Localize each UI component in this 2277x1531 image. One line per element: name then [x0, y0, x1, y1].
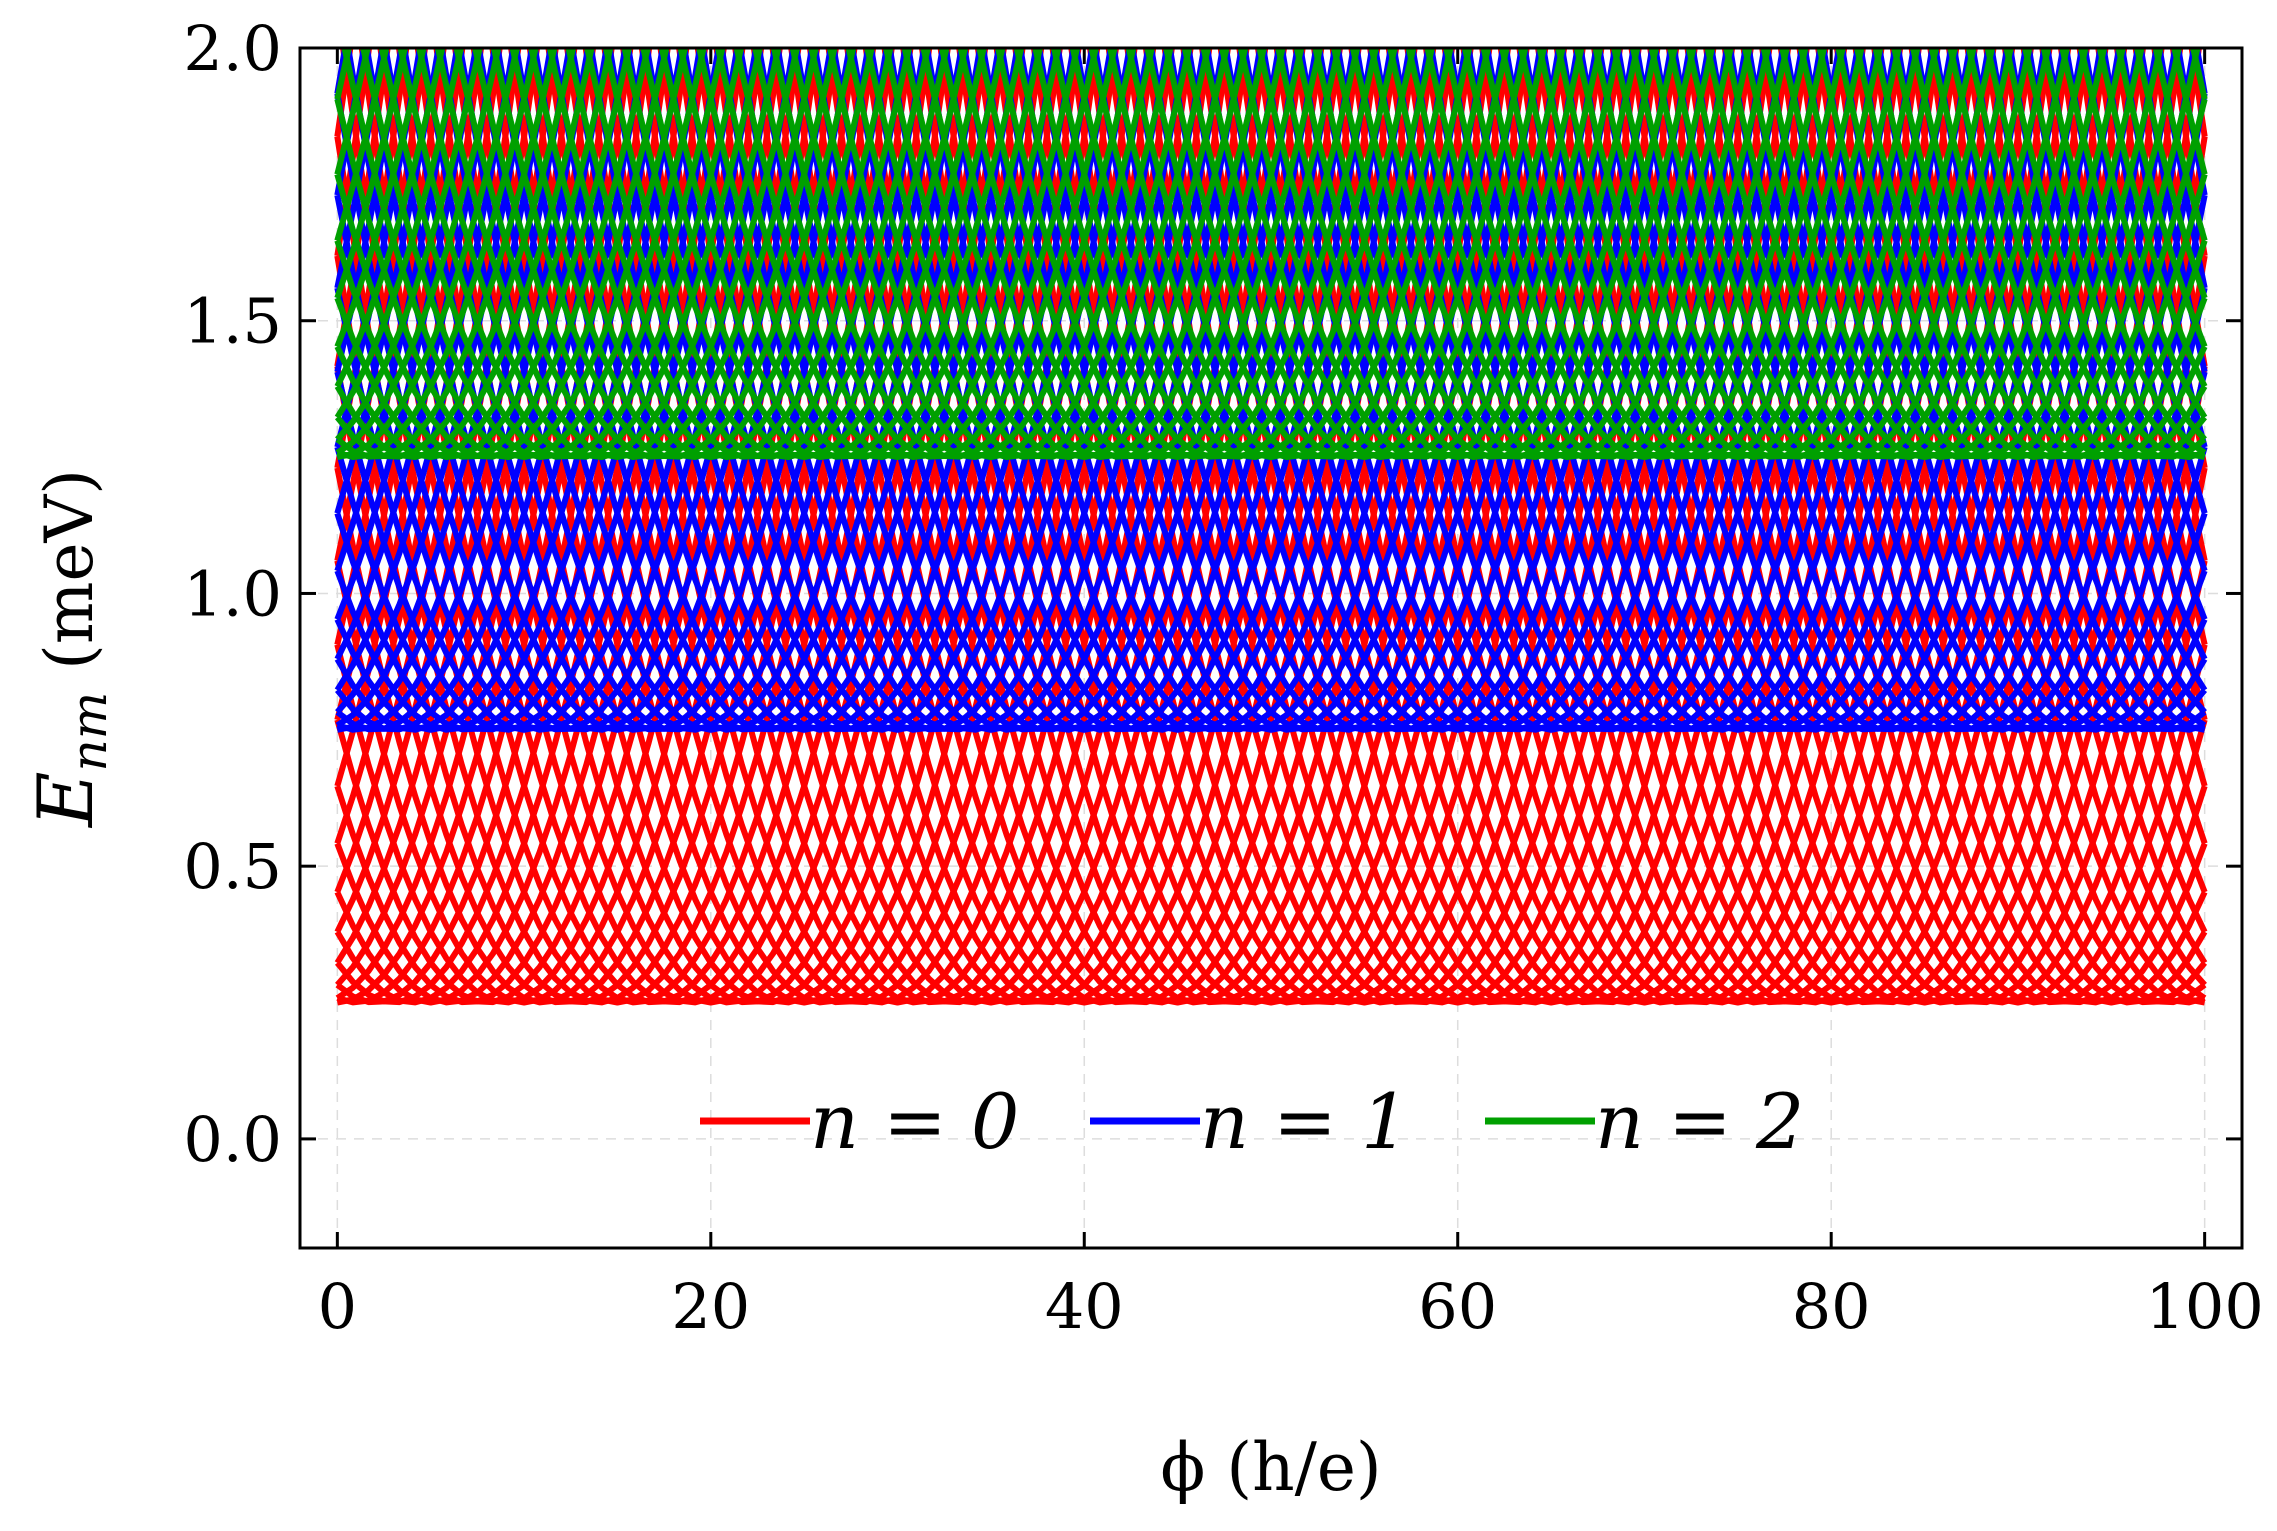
series-2-branch-107	[2152, 48, 2208, 242]
series-2-branch-45	[995, 48, 1361, 461]
series-0-branch-110	[2113, 48, 2208, 562]
series-2-branch-108	[2171, 48, 2208, 176]
series-0-branch--15	[337, 0, 353, 9]
series-0-branch-98	[1889, 48, 2207, 1006]
series-2-branch-87	[1779, 48, 2145, 460]
series-2-branch-32	[752, 48, 1118, 460]
series-2-branch--7	[334, 48, 390, 242]
series-2-branch-99	[2003, 48, 2206, 460]
series-2-branch-91	[1854, 48, 2208, 460]
series-2-branch-98	[1984, 48, 2207, 460]
series-2-branch-62	[1312, 48, 1678, 460]
series-1-branch-92	[1820, 48, 2208, 733]
legend-label-2: n = 2	[1595, 1077, 1804, 1166]
series-2-branch-65	[1368, 48, 1734, 461]
series-2-branch-22	[565, 48, 931, 460]
series-2-branch-72	[1499, 48, 1865, 460]
y-tick-label-2: 1.0	[183, 557, 282, 630]
y-tick-label-1: 0.5	[183, 830, 282, 903]
y-tick-label-4: 2.0	[183, 12, 282, 85]
plot-frame	[298, 46, 2244, 1250]
series-0-branch-115	[2189, 0, 2205, 9]
series-0-branch--14	[334, 48, 354, 138]
series-2-branch-47	[1032, 48, 1398, 460]
ticks: 0 20 40 60 80 100 0.0 0.5 1.0 1.5 2.0	[183, 12, 2263, 1343]
series-2-branch-52	[1125, 48, 1492, 460]
series-2-branch-82	[1685, 48, 2052, 460]
series-2-branch--9	[334, 48, 352, 100]
x-tick-label-4: 80	[1792, 1270, 1871, 1343]
series-2-branch-12	[378, 48, 745, 460]
series-2-branch-30	[714, 48, 1081, 461]
series-2-branch-102	[2059, 48, 2207, 442]
series-2-branch-35	[808, 48, 1174, 461]
series-2-branch-100	[2022, 48, 2206, 461]
series-1-branch-98	[1932, 48, 2207, 733]
series-1-branch-103	[2025, 48, 2208, 692]
series-2	[334, 0, 2208, 461]
series-2-branch-57	[1219, 48, 1585, 460]
series-2-branch-20	[528, 48, 894, 461]
series-2-branch-104	[2096, 48, 2208, 388]
series-2-branch-109	[2190, 48, 2208, 100]
series-2-branch-75	[1555, 48, 1921, 461]
x-tick-label-1: 20	[671, 1270, 750, 1343]
series-0-branch-12	[334, 48, 839, 1006]
series-2-branch-55	[1181, 48, 1547, 461]
x-axis-label: ϕ (h/e)	[1160, 1429, 1381, 1506]
series-2-branch-27	[658, 48, 1025, 460]
series-2-branch-67	[1405, 48, 1772, 460]
series-2-branch-17	[472, 48, 838, 460]
y-tick-label-3: 1.5	[183, 285, 282, 358]
series-2-branch-101	[2040, 48, 2207, 456]
series-2-branch-7	[334, 48, 651, 460]
series-0	[334, 0, 2208, 1006]
series-2-branch-60	[1275, 48, 1641, 461]
x-tick-label-3: 60	[1418, 1270, 1497, 1343]
series-0-branch-106	[2039, 48, 2208, 845]
series-layer	[334, 0, 2208, 1006]
series-2-branch-92	[1872, 48, 2208, 460]
series-2-branch-106	[2134, 48, 2208, 299]
series-0-branch-105	[2020, 48, 2208, 894]
y-axis-symbol: E	[21, 771, 110, 828]
series-2-branch-103	[2077, 48, 2208, 419]
y-axis-subscript: nm	[60, 692, 118, 772]
series-1-branch-4	[334, 48, 647, 733]
series-2-branch-50	[1088, 48, 1454, 461]
series-2-branch-40	[901, 48, 1267, 461]
series-2-branch-85	[1741, 48, 2108, 461]
series-0-branch-114	[2188, 48, 2208, 138]
series-2-branch-94	[1909, 48, 2208, 460]
series-2-branch--3	[334, 48, 465, 419]
x-tick-label-0: 0	[318, 1270, 357, 1343]
series-2-branch-77	[1592, 48, 1958, 460]
series-2-branch-15	[434, 48, 801, 461]
x-tick-label-2: 40	[1045, 1270, 1124, 1343]
series-1-branch-90	[1782, 48, 2208, 733]
x-tick-label-5: 100	[2145, 1270, 2263, 1343]
series-2-branch-42	[938, 48, 1305, 460]
legend-label-0: n = 0	[810, 1077, 1019, 1166]
series-2-branch-105	[2115, 48, 2208, 348]
series-1-branch-3	[334, 48, 629, 733]
series-2-branch-80	[1648, 48, 2014, 461]
series-2-branch-70	[1461, 48, 1828, 461]
legend: n = 0 n = 1 n = 2	[700, 1077, 1804, 1166]
series-2-branch-37	[845, 48, 1212, 460]
series-2-branch-95	[1928, 48, 2208, 461]
series-2-branch-110	[2189, 0, 2205, 15]
series-2-branch-6	[334, 48, 633, 460]
y-axis-label: Enm (meV)	[21, 469, 118, 829]
series-2-branch--10	[337, 0, 353, 15]
y-axis-unit: (meV)	[31, 469, 108, 670]
legend-label-1: n = 1	[1200, 1077, 1409, 1166]
y-tick-label-0: 0.0	[183, 1103, 282, 1176]
series-1-branch-99	[1951, 48, 2206, 733]
series-2-branch-25	[621, 48, 987, 461]
